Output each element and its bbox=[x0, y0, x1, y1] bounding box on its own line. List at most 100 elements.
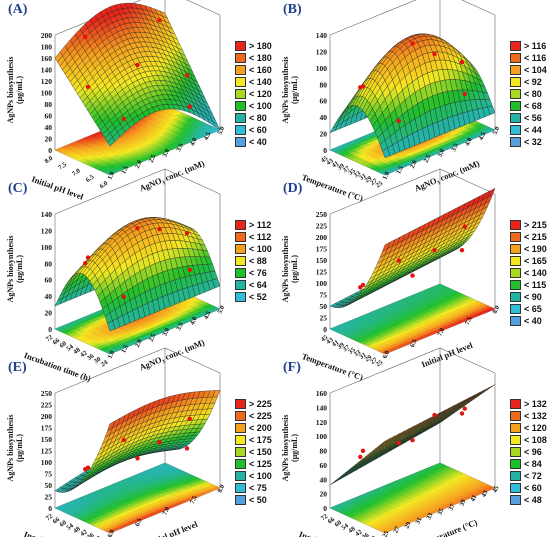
z-tick-label: 50 bbox=[45, 481, 53, 490]
legend-swatch bbox=[510, 315, 521, 326]
z-tick-label: 25 bbox=[45, 493, 53, 502]
design-point bbox=[184, 73, 190, 78]
design-point bbox=[459, 59, 465, 65]
y-tick-label: 35 bbox=[436, 507, 445, 517]
z-tick-label: 175 bbox=[316, 245, 328, 254]
legend-swatch bbox=[510, 112, 521, 123]
legend-swatch bbox=[510, 279, 521, 290]
z-tick-label: 140 bbox=[316, 31, 328, 40]
y-tick-label: 27 bbox=[392, 525, 401, 535]
legend-swatch bbox=[235, 255, 246, 266]
legend-label: < 125 bbox=[249, 458, 272, 469]
design-point bbox=[396, 258, 401, 263]
legend-entry: < 108 bbox=[510, 434, 550, 445]
x-tick-label: 60 bbox=[334, 519, 343, 528]
z-tick-label: 40 bbox=[320, 113, 328, 122]
surface-cell bbox=[382, 147, 391, 158]
legend-label: < 200 bbox=[249, 422, 272, 433]
y-tick-label: 8.0 bbox=[491, 305, 501, 315]
legend-swatch bbox=[510, 303, 521, 314]
legend-label: < 65 bbox=[524, 303, 542, 314]
design-point bbox=[83, 34, 88, 40]
legend-label: < 190 bbox=[524, 243, 547, 254]
x-tick-label: 36 bbox=[86, 352, 96, 362]
z-tick-label: 40 bbox=[45, 292, 53, 301]
y-tick-label: 2.0 bbox=[134, 338, 144, 348]
legend-label: < 120 bbox=[524, 422, 547, 433]
z-tick-label: 20 bbox=[320, 130, 328, 139]
legend-entry: > 116 bbox=[510, 40, 550, 51]
y-tick-label: 2.0 bbox=[409, 159, 419, 169]
legend-label: < 116 bbox=[524, 52, 547, 63]
x-tick-label: 29 bbox=[364, 174, 374, 184]
legend-swatch bbox=[235, 243, 246, 254]
legend-entry: < 68 bbox=[510, 100, 550, 111]
z-tick-label: 200 bbox=[316, 233, 328, 242]
z-tick-label: 160 bbox=[41, 54, 53, 63]
legend-entry: < 52 bbox=[235, 291, 277, 302]
legend-swatch bbox=[510, 398, 521, 409]
design-point bbox=[184, 446, 190, 451]
legend-swatch bbox=[510, 100, 521, 111]
legend-entry: < 92 bbox=[510, 76, 550, 87]
z-tick-label: 125 bbox=[41, 447, 53, 456]
chart-panel-d: 0 25 50 75 100 125 150 175 200 225 250 AgNPs biosyn… bbox=[275, 168, 550, 382]
legend-label: < 44 bbox=[524, 124, 542, 135]
z-tick-label: 175 bbox=[41, 424, 53, 433]
y-tick-label: 3.0 bbox=[161, 327, 171, 337]
chart-panel-c: 0 20 40 60 80 100 120 140 AgNPs biosynthesis (μg/… bbox=[0, 168, 277, 383]
contour-cell bbox=[484, 307, 496, 312]
panel-label: (E) bbox=[8, 360, 27, 375]
legend-entry: < 48 bbox=[510, 494, 550, 505]
design-point bbox=[184, 230, 190, 236]
legend-entry: < 200 bbox=[235, 422, 277, 433]
contour-cell bbox=[209, 486, 221, 491]
surface-cell bbox=[107, 137, 116, 147]
legend-swatch bbox=[510, 422, 521, 433]
z-tick-label: 25 bbox=[320, 314, 328, 323]
legend-swatch bbox=[235, 291, 246, 302]
legend-swatch bbox=[235, 124, 246, 135]
legend-swatch bbox=[235, 219, 246, 230]
legend-entry: < 72 bbox=[510, 470, 550, 481]
z-tick-label: 200 bbox=[41, 31, 53, 40]
z-tick-label: 50 bbox=[320, 302, 328, 311]
surface-cell bbox=[107, 320, 116, 332]
z-tick-label: 225 bbox=[316, 222, 328, 231]
legend-entry: < 116 bbox=[510, 52, 550, 63]
legend: > 215 < 215 < 190 < 165 < 140 < 115 < 90 < 65 < … bbox=[510, 219, 550, 327]
z-axis-label: AgNPs biosynthesis bbox=[281, 57, 290, 124]
contour-floor bbox=[329, 283, 496, 355]
y-tick-label: 3.0 bbox=[436, 148, 446, 158]
design-point bbox=[157, 440, 162, 445]
legend-label: < 140 bbox=[249, 76, 272, 87]
legend-entry: < 40 bbox=[235, 136, 277, 147]
z-tick-label: 250 bbox=[316, 210, 328, 219]
z-tick-label: 150 bbox=[316, 256, 328, 265]
legend-entry: < 140 bbox=[235, 76, 277, 87]
y-tick-label: 7.0 bbox=[436, 327, 446, 337]
x-tick-label: 42 bbox=[79, 350, 88, 359]
legend-label: < 92 bbox=[524, 76, 542, 87]
legend-swatch bbox=[510, 219, 521, 230]
legend-entry: < 76 bbox=[235, 267, 277, 278]
x-tick-label: 45 bbox=[320, 333, 330, 343]
x-tick-label: 36 bbox=[86, 531, 96, 537]
x-tick-label: 27 bbox=[369, 356, 379, 366]
y-tick-label: 2.5 bbox=[148, 153, 158, 164]
legend-entry: < 65 bbox=[510, 303, 550, 314]
x-tick-label: 36 bbox=[361, 531, 371, 537]
y-tick-label: 2.5 bbox=[148, 332, 158, 343]
legend-label: < 160 bbox=[249, 64, 272, 75]
design-point bbox=[121, 294, 126, 300]
legend-label: > 112 bbox=[249, 219, 272, 230]
design-points bbox=[83, 17, 192, 122]
x-tick-label: 39 bbox=[336, 162, 346, 172]
panel-label: (B) bbox=[283, 2, 302, 17]
legend-entry: < 225 bbox=[235, 410, 277, 421]
design-point bbox=[121, 116, 126, 122]
